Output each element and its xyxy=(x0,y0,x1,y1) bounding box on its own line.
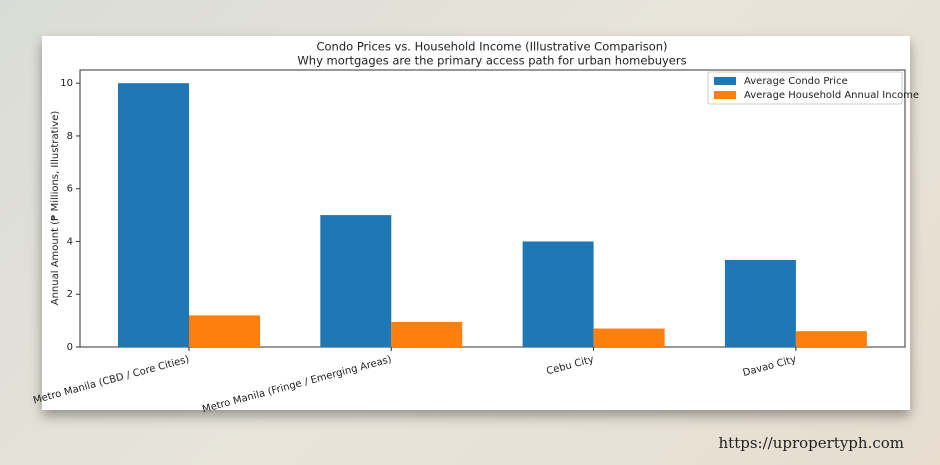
bar xyxy=(795,331,867,347)
legend-swatch xyxy=(714,77,736,85)
y-axis-label: Annual Amount (₱ Millions, Illustrative) xyxy=(50,111,61,306)
y-tick-label: 4 xyxy=(67,236,73,247)
y-tick-label: 0 xyxy=(67,342,73,353)
legend-label: Average Condo Price xyxy=(744,76,848,87)
legend-swatch xyxy=(714,91,736,99)
bar xyxy=(522,241,594,347)
y-tick-label: 10 xyxy=(60,78,73,89)
legend-box xyxy=(707,71,903,105)
caption: https://upropertyph.com xyxy=(719,434,904,452)
y-tick-label: 2 xyxy=(67,289,73,300)
bar xyxy=(724,259,796,347)
legend-label: Average Household Annual Income xyxy=(744,90,919,101)
chart-title: Condo Prices vs. Household Income (Illus… xyxy=(316,40,667,54)
y-tick-label: 6 xyxy=(67,184,73,195)
plot-frame xyxy=(79,69,906,348)
bar xyxy=(320,215,392,347)
bar xyxy=(118,83,189,347)
bar xyxy=(391,321,463,347)
bar xyxy=(593,328,665,347)
bar xyxy=(189,315,260,347)
y-tick-label: 8 xyxy=(67,131,73,142)
chart-subtitle: Why mortgages are the primary access pat… xyxy=(297,54,686,68)
